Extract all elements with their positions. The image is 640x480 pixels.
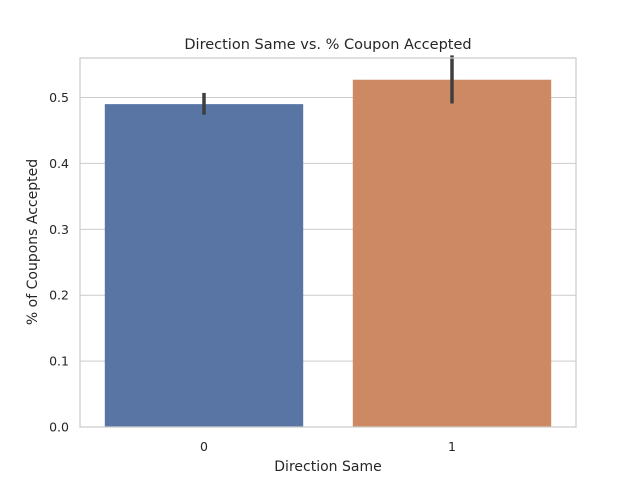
y-axis-label: % of Coupons Accepted — [25, 159, 41, 325]
x-tick-label: 1 — [448, 439, 456, 454]
y-tick-label: 0.4 — [49, 156, 69, 171]
bar-1 — [352, 79, 552, 428]
y-tick-label: 0.1 — [49, 354, 69, 369]
tick-labels: 0.0 0.1 0.2 0.3 0.4 0.5 0 1 — [49, 90, 456, 454]
x-tick-label: 0 — [200, 439, 208, 454]
plot-frame — [79, 57, 577, 428]
y-tick-label: 0.0 — [49, 420, 69, 435]
y-tick-label: 0.3 — [49, 222, 69, 237]
x-axis-label: Direction Same — [274, 459, 381, 475]
bars — [104, 79, 552, 428]
error-bars — [202, 55, 454, 115]
chart-title: Direction Same vs. % Coupon Accepted — [184, 37, 471, 53]
y-tick-label: 0.5 — [49, 90, 69, 105]
bar-0 — [104, 104, 304, 427]
y-tick-label: 0.2 — [49, 288, 69, 303]
